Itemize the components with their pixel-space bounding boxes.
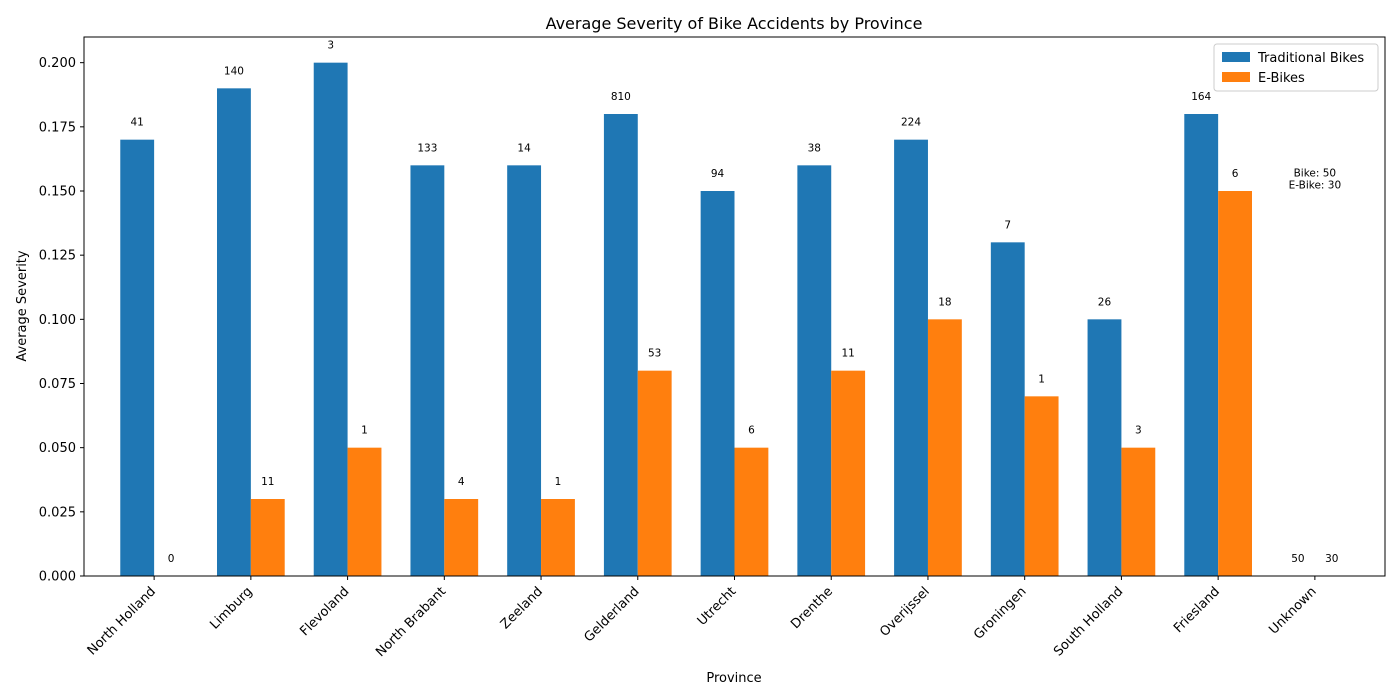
data-label: 7	[1004, 219, 1011, 231]
annotation: Bike: 50E-Bike: 30	[1289, 168, 1342, 192]
x-tick-label: North Holland	[85, 584, 159, 658]
data-label: 94	[711, 168, 725, 180]
bar	[637, 370, 672, 576]
x-tick-label: Utrecht	[695, 584, 740, 629]
legend-label: E-Bikes	[1258, 71, 1305, 86]
x-tick-label: Gelderland	[582, 584, 643, 645]
annotation-line: Bike: 50	[1294, 168, 1337, 180]
bar	[831, 370, 866, 576]
data-label: 11	[261, 476, 274, 488]
y-axis: 0.000 0.025 0.050 0.075 0.100 0.125 0.150 0.175…	[39, 56, 84, 585]
x-tick-label: North Brabant	[373, 584, 449, 660]
bar	[894, 139, 928, 576]
bar	[541, 499, 575, 576]
y-tick-label: 0.175	[39, 120, 76, 135]
y-tick-label: 0.200	[39, 56, 76, 71]
data-label: 18	[938, 296, 951, 308]
legend-swatch	[1222, 52, 1250, 62]
x-tick-label: Limburg	[207, 584, 255, 632]
x-tick-label: Drenthe	[788, 584, 836, 632]
data-label: 26	[1098, 296, 1112, 308]
data-label: 14	[517, 142, 531, 154]
data-label: 53	[648, 348, 661, 360]
legend-label: Traditional Bikes	[1257, 51, 1364, 66]
legend: Traditional Bikes E-Bikes	[1213, 43, 1379, 92]
x-tick-label: South Holland	[1051, 584, 1126, 659]
chart-title: Average Severity of Bike Accidents by Pr…	[546, 14, 923, 33]
data-label: 11	[841, 348, 854, 360]
y-tick-label: 0.100	[39, 313, 76, 328]
bar	[1087, 319, 1122, 576]
data-label: 164	[1191, 91, 1211, 103]
bar	[1184, 114, 1219, 576]
data-label: 133	[417, 142, 437, 154]
x-tick-label: Flevoland	[297, 584, 352, 639]
x-axis-title: Province	[706, 671, 761, 686]
x-tick-label: Unknown	[1266, 584, 1319, 637]
bar	[347, 447, 382, 576]
data-label: 810	[611, 91, 631, 103]
x-tick-label: Overijssel	[877, 584, 933, 640]
bar	[410, 165, 445, 577]
y-tick-label: 0.125	[39, 249, 76, 264]
bar	[927, 319, 962, 576]
bar	[603, 114, 638, 576]
data-label: 30	[1325, 553, 1338, 565]
bar	[797, 165, 832, 577]
bar	[700, 191, 735, 576]
data-label: 3	[327, 40, 334, 52]
data-label: 50	[1291, 553, 1304, 565]
plot-frame	[83, 36, 1386, 577]
data-label: 6	[1232, 168, 1239, 180]
data-label: 6	[748, 425, 755, 437]
bar	[1218, 191, 1252, 576]
data-label: 41	[131, 117, 144, 129]
legend-box	[1213, 43, 1379, 92]
data-label: 224	[901, 117, 921, 129]
legend-swatch	[1222, 72, 1250, 82]
y-tick-label: 0.025	[39, 505, 76, 520]
bar	[250, 499, 285, 576]
x-tick-label: Friesland	[1171, 584, 1223, 636]
data-label: 1	[555, 476, 562, 488]
data-label: 0	[168, 553, 175, 565]
bar	[1121, 447, 1156, 576]
bar	[990, 242, 1025, 577]
bar	[507, 165, 542, 577]
data-label: 3	[1135, 425, 1142, 437]
y-tick-label: 0.075	[39, 377, 76, 392]
data-label: 1	[1038, 373, 1045, 385]
bar	[734, 447, 769, 576]
data-label: 1	[361, 425, 368, 437]
bar	[444, 499, 479, 576]
data-label: 38	[808, 142, 821, 154]
bar	[313, 62, 348, 576]
data-label: 4	[458, 476, 465, 488]
y-axis-title: Average Severity	[15, 250, 30, 362]
y-tick-label: 0.000	[39, 570, 76, 585]
bar	[217, 88, 251, 576]
x-tick-label: Zeeland	[498, 584, 546, 632]
y-tick-label: 0.050	[39, 441, 76, 456]
y-tick-label: 0.150	[39, 185, 76, 200]
bar	[120, 139, 155, 576]
annotation-line: E-Bike: 30	[1289, 180, 1342, 192]
bar	[1024, 396, 1059, 576]
data-label: 140	[224, 65, 244, 77]
x-axis: North Holland Limburg Flevoland North Braba…	[85, 576, 1320, 660]
x-tick-label: Groningen	[971, 584, 1029, 642]
